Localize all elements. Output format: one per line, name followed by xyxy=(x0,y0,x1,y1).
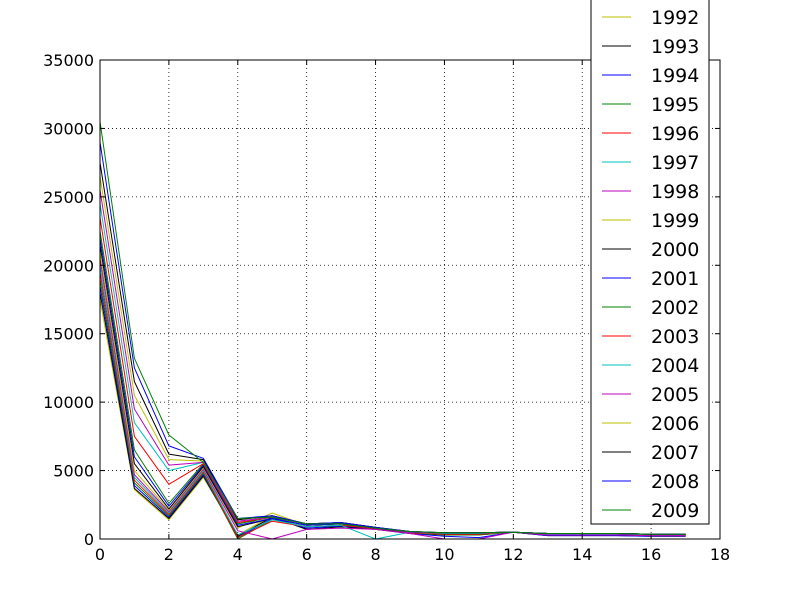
y-tick-label: 10000 xyxy=(43,393,94,412)
legend-label: 2008 xyxy=(651,471,699,493)
legend: 1992 1993 1994 1995 1996 1997 1998 1999 2000 2001… xyxy=(590,0,710,525)
x-tick-label: 0 xyxy=(95,545,105,564)
y-tick-label: 0 xyxy=(84,530,94,549)
y-tick-label: 20000 xyxy=(43,256,94,275)
y-tick-label: 15000 xyxy=(43,325,94,344)
plot-frame xyxy=(99,59,721,540)
legend-label: 2001 xyxy=(651,268,699,290)
x-tick-label: 4 xyxy=(233,545,243,564)
legend-label: 2007 xyxy=(651,442,699,464)
y-tick-label: 35000 xyxy=(43,51,94,70)
axis-ticks: 0 2 4 6 8 10 12 14 16 18 0 5000 10000 15000 20000 25000… xyxy=(43,51,730,564)
legend-label: 2003 xyxy=(651,326,699,348)
series-lines xyxy=(99,121,686,540)
legend-label: 1996 xyxy=(651,123,699,145)
x-tick-label: 18 xyxy=(710,545,730,564)
y-tick-label: 30000 xyxy=(43,119,94,138)
legend-label: 2006 xyxy=(651,413,699,435)
x-tick-label: 2 xyxy=(164,545,174,564)
legend-label: 2004 xyxy=(651,355,699,377)
series-line-1998 xyxy=(99,258,686,540)
x-tick-label: 10 xyxy=(434,545,454,564)
y-tick-label: 5000 xyxy=(53,462,94,481)
legend-label: 1995 xyxy=(651,94,699,116)
legend-label: 2009 xyxy=(651,500,699,522)
x-tick-label: 6 xyxy=(302,545,312,564)
legend-label: 2005 xyxy=(651,384,699,406)
x-tick-label: 8 xyxy=(370,545,380,564)
legend-label: 1993 xyxy=(651,36,699,58)
legend-label: 1994 xyxy=(651,65,699,87)
x-tick-label: 16 xyxy=(641,545,661,564)
x-tick-label: 14 xyxy=(572,545,592,564)
series-line-1997 xyxy=(99,265,686,540)
legend-label: 2000 xyxy=(651,239,699,261)
series-line-2009 xyxy=(99,121,686,535)
x-tick-label: 12 xyxy=(503,545,523,564)
legend-box xyxy=(590,0,710,525)
legend-label: 1999 xyxy=(651,210,699,232)
legend-label: 1998 xyxy=(651,181,699,203)
legend-label: 1992 xyxy=(651,7,699,29)
legend-label: 2002 xyxy=(651,297,699,319)
y-tick-label: 25000 xyxy=(43,188,94,207)
legend-label: 1997 xyxy=(651,152,699,174)
